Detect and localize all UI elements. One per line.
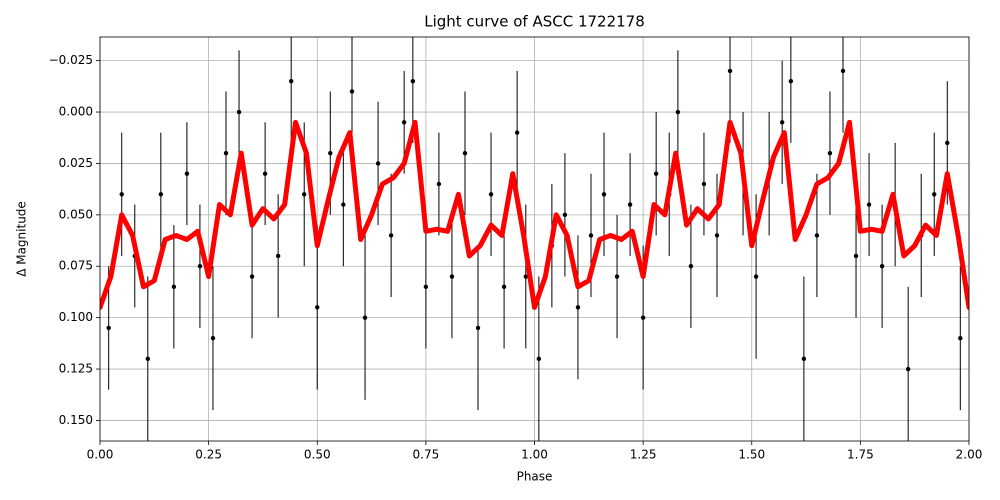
data-point	[688, 264, 694, 269]
data-point	[779, 120, 785, 125]
data-point	[475, 325, 481, 331]
data-point	[536, 356, 542, 361]
data-point	[627, 202, 633, 207]
data-point	[106, 325, 111, 331]
data-point	[341, 202, 346, 207]
y-axis-label: Δ Magnitude	[15, 201, 29, 277]
data-point	[601, 192, 607, 197]
data-point	[562, 212, 568, 218]
chart-title: Light curve of ASCC 1722178	[424, 13, 645, 31]
y-tick-label: 0.100	[59, 310, 93, 324]
data-point	[375, 161, 381, 166]
x-tick-label: 0.00	[87, 448, 114, 462]
x-tick-label: 1.75	[847, 448, 874, 462]
data-point	[827, 150, 833, 156]
data-point	[614, 274, 620, 279]
data-point	[905, 366, 911, 372]
y-tick-label: 0.075	[59, 259, 93, 273]
data-point	[879, 264, 885, 269]
data-point	[945, 140, 950, 146]
data-point	[236, 109, 242, 115]
data-point	[436, 181, 442, 187]
x-axis-label: Phase	[517, 470, 553, 484]
data-point	[119, 192, 124, 197]
data-point	[302, 192, 307, 197]
x-tick-label: 0.25	[195, 448, 222, 462]
model-line	[100, 119, 969, 310]
ticks: 0.00 0.25 0.50 0.75 1.00 1.25 1.50 1.75 2.00 −0.0…	[49, 53, 983, 461]
data-point	[653, 171, 659, 176]
data-point	[275, 253, 281, 259]
data-point	[514, 130, 520, 135]
data-point	[462, 150, 468, 156]
y-tick-label: 0.050	[59, 207, 93, 221]
data-point	[523, 274, 529, 279]
data-point	[184, 171, 190, 176]
data-point	[753, 274, 759, 279]
data-point	[249, 274, 255, 279]
y-tick-label: 0.125	[59, 362, 93, 376]
data-point	[410, 79, 416, 84]
data-point	[588, 233, 594, 238]
data-point	[488, 192, 494, 197]
x-tick-label: 0.50	[304, 448, 331, 462]
x-tick-label: 1.50	[738, 448, 765, 462]
plot-area	[100, 37, 969, 441]
data-point	[401, 120, 407, 125]
y-tick-label: 0.150	[59, 413, 93, 427]
data-point	[449, 274, 455, 279]
data-point	[814, 233, 820, 238]
data-point	[158, 192, 164, 197]
data-point	[349, 89, 355, 94]
data-point	[315, 305, 320, 310]
data-point	[575, 305, 581, 310]
data-point	[714, 233, 720, 238]
y-tick-label: 0.025	[59, 156, 93, 170]
data-point	[223, 150, 229, 156]
data-point	[388, 233, 394, 238]
data-point	[866, 202, 872, 207]
data-point	[675, 109, 681, 115]
data-point	[932, 192, 937, 197]
data-point	[262, 171, 268, 176]
data-point	[801, 356, 807, 361]
data-point	[362, 315, 368, 320]
data-point	[328, 150, 333, 156]
data-point	[788, 79, 794, 84]
data-point	[145, 356, 150, 361]
data-point	[423, 284, 429, 290]
x-tick-label: 2.00	[956, 448, 983, 462]
data-point	[727, 68, 733, 74]
x-tick-label: 1.00	[521, 448, 548, 462]
data-point	[171, 284, 177, 290]
data-point	[501, 284, 507, 290]
data-point	[197, 264, 203, 269]
x-tick-label: 0.75	[413, 448, 440, 462]
x-tick-label: 1.25	[630, 448, 657, 462]
y-tick-label: −0.025	[49, 53, 93, 67]
data-point	[840, 68, 846, 74]
data-point	[853, 253, 859, 259]
data-point	[958, 336, 963, 341]
y-tick-label: 0.000	[59, 105, 93, 119]
data-point	[640, 315, 646, 320]
data-point	[210, 336, 216, 341]
data-point	[288, 79, 294, 84]
data-point	[701, 181, 707, 187]
